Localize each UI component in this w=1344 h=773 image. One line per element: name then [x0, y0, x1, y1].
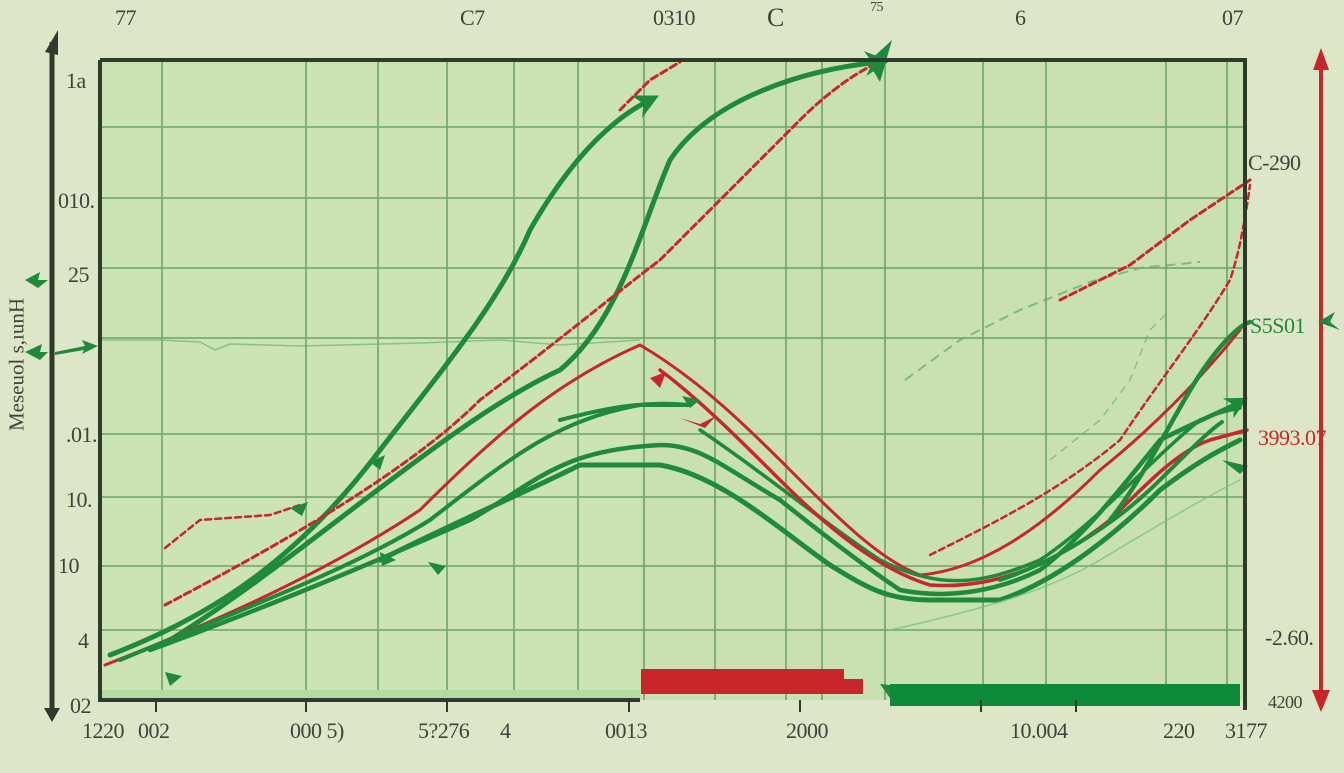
top-tick-label: 6: [1015, 5, 1026, 30]
plot-frame: [98, 58, 1247, 710]
green-arrowhead-icon: [380, 552, 396, 566]
series-green-n: [558, 401, 692, 422]
up-arrow-icon: [45, 30, 58, 55]
series-red-d: [103, 328, 1242, 667]
left-tick-label: 02: [70, 693, 92, 718]
green-arrowhead-icon: [1222, 460, 1248, 474]
left-tick-label: 1a: [66, 68, 86, 93]
green-arrowhead-icon: [370, 455, 385, 470]
top-tick-label: C: [767, 3, 784, 32]
green-arrowhead-icon: [290, 502, 308, 516]
green-arrowhead-icon: [165, 672, 182, 686]
green-pointer-icon: [25, 344, 48, 360]
series-green-j: [1107, 319, 1253, 523]
faint-dashed-trend: [904, 261, 1201, 381]
series-red-i: [658, 368, 1249, 588]
bottom-tick-label: 10.004: [1010, 718, 1068, 743]
series-green-a: [107, 95, 659, 658]
bottom-tick-label: 002: [138, 718, 170, 743]
right-value-label: -2.60.: [1265, 625, 1314, 650]
x-ticks: [155, 700, 1077, 712]
top-tick-label: 0310: [653, 5, 696, 30]
green-pointer-icon: [25, 272, 48, 288]
left-tick-label: 10.: [66, 487, 93, 512]
series-red-dashed-c: [163, 60, 882, 607]
left-tick-label: 25: [68, 262, 90, 287]
series-green-m: [998, 420, 1224, 582]
bottom-tick-label: 220: [1163, 718, 1195, 743]
left-tick-label: 10: [58, 553, 80, 578]
red-arrowhead-icon: [680, 416, 716, 428]
red-bar: [641, 669, 844, 694]
bottom-tick-label: 0013: [605, 718, 648, 743]
series-green-faint: [889, 479, 1241, 631]
red-up-arrow-icon: [1313, 48, 1329, 70]
y-axis-title: Meseuol s,ıunH: [4, 298, 29, 431]
down-arrow-icon: [44, 708, 60, 722]
series-lines: [103, 51, 1253, 667]
bottom-tick-label: 4: [500, 718, 511, 743]
left-tick-label: 010.: [58, 188, 95, 213]
series-red-dashed-c3: [618, 60, 682, 112]
right-value-label: 4200: [1268, 692, 1303, 712]
green-arrowhead-icon: [682, 396, 700, 408]
green-baseline-bar: [100, 690, 640, 698]
series-red-dashed-c2: [163, 503, 302, 550]
faint-baseline-trace: [100, 339, 641, 351]
right-value-label: C-290: [1248, 150, 1301, 175]
series-green-b: [167, 51, 890, 643]
bottom-tick-label: 3177: [1225, 718, 1268, 743]
green-pointer-arrow-icon: [55, 340, 98, 355]
left-tick-label: 4: [78, 628, 89, 653]
red-down-arrow-icon: [1312, 690, 1330, 712]
bottom-tick-label: 000 5): [290, 718, 344, 743]
top-tick-label: C7: [460, 5, 485, 30]
top-tick-label: 77: [115, 5, 137, 30]
green-arrowhead-icon: [428, 562, 446, 575]
series-green-g: [377, 437, 1243, 603]
bottom-tick-label: 5?276: [418, 718, 470, 743]
bottom-tick-label: 2000: [786, 718, 829, 743]
red-arrowhead-icon: [650, 372, 666, 388]
series-green-e: [118, 403, 692, 662]
top-tick-label: 07: [1222, 5, 1244, 30]
right-value-label-red: 3993.07: [1258, 425, 1327, 450]
series-red-dashed-l: [1058, 178, 1252, 302]
series-red-dashed-k: [928, 183, 1252, 557]
green-bar: [890, 684, 1240, 706]
red-bar-step: [844, 679, 863, 694]
bottom-tick-label: 1220: [82, 718, 125, 743]
green-pointer-icon: [1318, 312, 1340, 330]
plot-highlight: [100, 60, 640, 700]
faint-dashed-trend-2: [1049, 309, 1171, 461]
top-tick-label: 75: [870, 0, 884, 15]
right-value-label-green: S5S01: [1250, 313, 1305, 338]
left-tick-label: .01.: [66, 422, 98, 447]
